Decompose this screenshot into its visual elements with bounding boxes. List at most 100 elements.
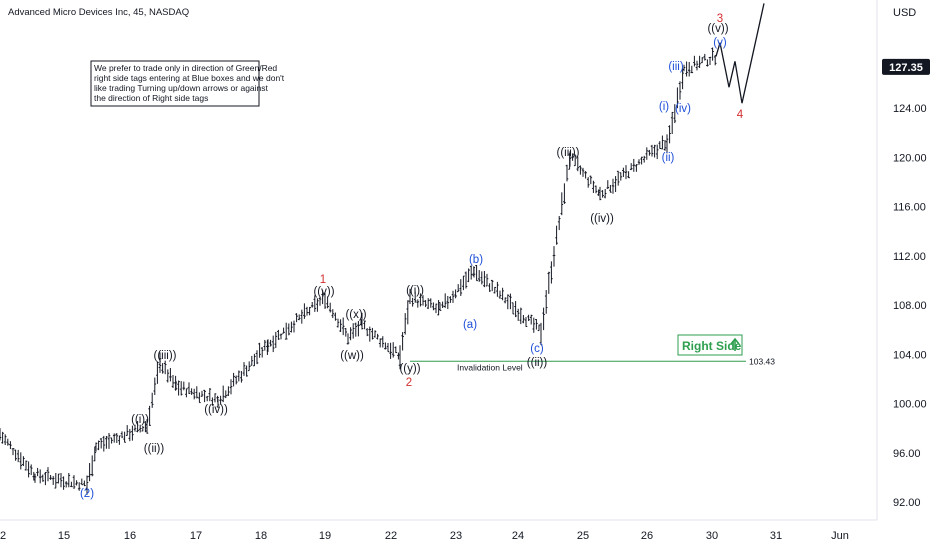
price-bar: [166, 369, 170, 383]
price-bar: [224, 390, 228, 399]
price-bar: [242, 362, 246, 376]
price-bar: [506, 294, 510, 310]
price-bar: [682, 64, 686, 72]
price-bar: [498, 290, 502, 299]
note-line: like trading Turning up/down arrows or a…: [94, 83, 269, 93]
price-bar: [0, 428, 2, 441]
wave-label: (2): [80, 488, 94, 500]
price-bar: [77, 482, 81, 491]
price-bar: [250, 355, 254, 366]
price-bar: [120, 431, 124, 439]
price-bar: [619, 172, 623, 181]
price-bar: [432, 302, 435, 311]
price-bar: [145, 419, 149, 434]
y-tick-label: 100.00: [893, 399, 927, 411]
right-side-tag: [677, 334, 743, 356]
price-bar: [198, 392, 201, 404]
price-bar: [693, 55, 696, 67]
price-bar: [169, 367, 172, 382]
price-bar: [573, 154, 577, 167]
wave-label: 1: [320, 274, 326, 286]
price-bar: [156, 361, 159, 384]
price-bar: [349, 327, 352, 341]
price-bar: [316, 298, 319, 312]
price-bar: [381, 336, 385, 348]
wave-label: (a): [463, 319, 477, 331]
currency-label: USD: [893, 7, 916, 19]
x-tick-label: 18: [255, 530, 267, 542]
price-bar: [571, 153, 574, 161]
wave-label: (iv): [675, 103, 691, 115]
wave-label: ((iii)): [154, 350, 177, 362]
price-bar: [221, 385, 225, 403]
price-bar: [107, 432, 111, 449]
price-bar: [601, 190, 604, 198]
price-bar: [698, 55, 701, 69]
price-bar: [581, 167, 585, 177]
price-bar: [624, 165, 628, 180]
price-bar: [240, 371, 243, 383]
price-bar: [51, 475, 55, 485]
price-bar: [576, 156, 580, 172]
price-bar: [263, 339, 267, 351]
price-bar: [354, 322, 358, 337]
price-bar: [488, 283, 491, 292]
price-bar: [609, 184, 612, 193]
price-bar: [681, 68, 684, 90]
price-bar: [389, 342, 392, 359]
wave-label: ((i)): [131, 414, 149, 426]
wave-label: ((ii)): [144, 443, 165, 455]
price-bar: [648, 149, 651, 156]
x-tick-label: 24: [512, 530, 524, 542]
price-bar: [177, 380, 180, 396]
price-bar: [496, 281, 499, 297]
price-bar: [394, 346, 398, 354]
price-bar: [557, 215, 561, 231]
price-bars: [0, 47, 717, 495]
x-tick-label: 22: [385, 530, 397, 542]
x-tick-label: 23: [450, 530, 462, 542]
price-bar: [524, 317, 528, 328]
price-bar: [200, 390, 204, 397]
price-bar: [14, 449, 17, 461]
price-bar: [67, 473, 71, 488]
price-bar: [642, 155, 646, 163]
wave-label: (i): [659, 101, 669, 113]
price-bar: [144, 421, 147, 433]
price-bar: [72, 475, 76, 489]
y-axis-ticks: 92.00 96.00 100.00 104.00 108.00 112.00 116.00…: [893, 103, 927, 509]
wave-label: (ii): [662, 152, 675, 164]
price-bar: [105, 435, 108, 449]
price-bar: [44, 471, 47, 486]
price-bar: [629, 163, 633, 171]
price-bar: [171, 375, 175, 388]
price-bar: [668, 125, 671, 144]
price-bar: [658, 141, 662, 150]
wave-label: (c): [530, 343, 544, 355]
price-bar: [192, 388, 196, 400]
wave-label: ((x)): [345, 309, 366, 321]
price-bar: [357, 320, 360, 337]
price-bar: [397, 352, 400, 360]
y-tick-label: 108.00: [893, 300, 927, 312]
price-bar: [62, 476, 65, 490]
price-bar: [687, 61, 691, 77]
price-bar: [27, 461, 30, 478]
price-bar: [148, 405, 151, 426]
wave-label: ((iv)): [204, 404, 228, 416]
price-bar: [469, 265, 473, 280]
x-tick-label: 31: [770, 530, 782, 542]
price-bar: [480, 271, 484, 285]
price-bar: [75, 480, 78, 486]
price-bar: [384, 342, 387, 350]
price-bar: [485, 273, 489, 287]
price-bar: [441, 301, 444, 309]
price-bar: [346, 333, 350, 345]
projection-path: [715, 3, 765, 104]
price-bar: [93, 446, 97, 462]
wave-labels: (2)((i))((ii))((iii))((iv))((v))1((x))((…: [80, 13, 744, 500]
price-bar: [365, 328, 369, 337]
price-bar: [110, 437, 113, 444]
price-bar: [640, 156, 643, 165]
